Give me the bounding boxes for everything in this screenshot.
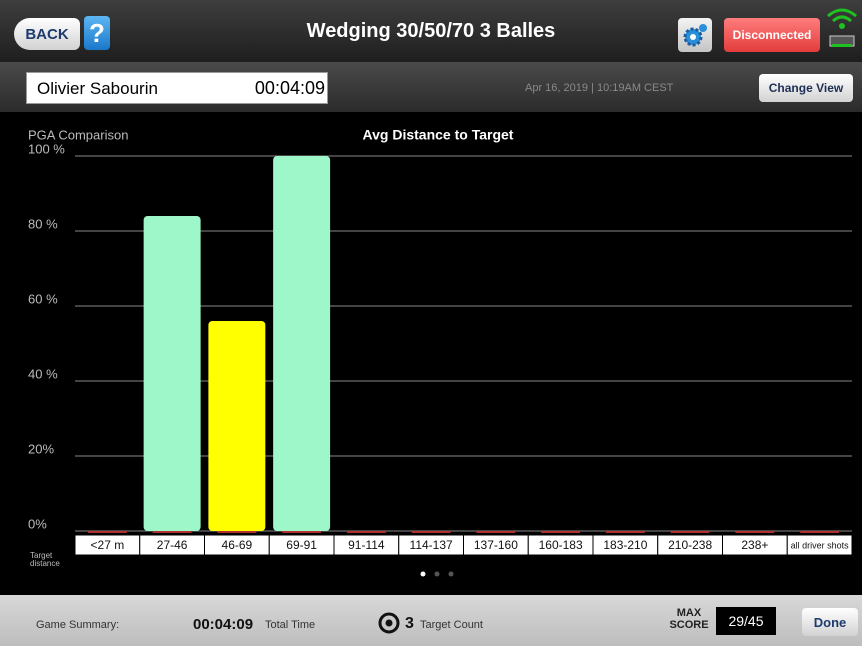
summary-label: Game Summary: bbox=[36, 619, 120, 631]
bar bbox=[208, 321, 266, 531]
target-count-label: Target Count bbox=[420, 619, 483, 631]
total-time-label: Total Time bbox=[265, 619, 316, 631]
x-tick-label: 27-46 bbox=[157, 538, 188, 552]
category-box bbox=[786, 534, 853, 556]
target-count: 3 bbox=[405, 615, 414, 632]
x-tick-label: <27 m bbox=[91, 538, 125, 552]
x-tick-label: all driver shots bbox=[791, 540, 850, 550]
x-tick-label: 137-160 bbox=[474, 538, 518, 552]
y-tick-label: 80 % bbox=[28, 216, 58, 231]
x-axis-label: Target distance bbox=[30, 551, 60, 568]
y-tick-label: 100 % bbox=[28, 141, 65, 156]
y-tick-label: 40 % bbox=[28, 366, 58, 381]
settings-button[interactable] bbox=[678, 18, 712, 52]
bar bbox=[273, 156, 331, 531]
x-tick-label: 91-114 bbox=[348, 538, 385, 552]
page-dot[interactable] bbox=[434, 571, 440, 577]
x-tick-label: 114-137 bbox=[410, 538, 453, 552]
player-box: Olivier Sabourin 00:04:09 bbox=[26, 72, 328, 104]
target-icon bbox=[378, 612, 400, 634]
footer-bar: Game Summary: 00:04:09 Total Time 3 Targ… bbox=[0, 595, 862, 646]
score-box: 29/45 bbox=[716, 607, 776, 635]
bar bbox=[143, 216, 201, 531]
x-tick-label: 238+ bbox=[741, 538, 768, 552]
session-date: Apr 16, 2019 | 10:19AM CEST bbox=[525, 82, 674, 94]
help-button[interactable]: ? bbox=[84, 16, 110, 50]
chart-subtitle: PGA Comparison bbox=[28, 127, 128, 142]
x-tick-label: 46-69 bbox=[222, 538, 253, 552]
back-button[interactable]: BACK bbox=[14, 18, 80, 50]
x-tick-label: 160-183 bbox=[539, 538, 583, 552]
wifi-icon bbox=[827, 8, 857, 47]
y-tick-label: 0% bbox=[28, 516, 47, 531]
x-tick-label: 210-238 bbox=[668, 538, 712, 552]
y-tick-label: 20% bbox=[28, 441, 54, 456]
gear-icon bbox=[683, 24, 707, 47]
chart: PGA Comparison Avg Distance to Target 0%… bbox=[28, 127, 853, 577]
change-view-button[interactable]: Change View bbox=[759, 74, 853, 102]
x-tick-label: 183-210 bbox=[603, 538, 647, 552]
player-name: Olivier Sabourin bbox=[37, 79, 158, 98]
done-button[interactable]: Done bbox=[802, 608, 858, 636]
max-score-label: MAX SCORE bbox=[669, 607, 709, 631]
screen-title: Wedging 30/50/70 3 Balles bbox=[306, 20, 556, 42]
chart-title: Avg Distance to Target bbox=[363, 127, 514, 143]
connection-status[interactable]: Disconnected bbox=[724, 18, 820, 52]
chart-panel: PGA Comparison Avg Distance to Target 0%… bbox=[0, 112, 862, 595]
session-bar: Olivier Sabourin 00:04:09 Apr 16, 2019 |… bbox=[0, 62, 862, 112]
x-tick-label: 69-91 bbox=[286, 538, 317, 552]
page-dot[interactable] bbox=[448, 571, 454, 577]
y-tick-label: 60 % bbox=[28, 291, 58, 306]
total-time: 00:04:09 bbox=[193, 616, 254, 633]
top-bar: BACK ? Wedging 30/50/70 3 Balles Disconn… bbox=[0, 0, 862, 62]
session-time: 00:04:09 bbox=[254, 78, 325, 98]
page-dot[interactable] bbox=[420, 571, 426, 577]
